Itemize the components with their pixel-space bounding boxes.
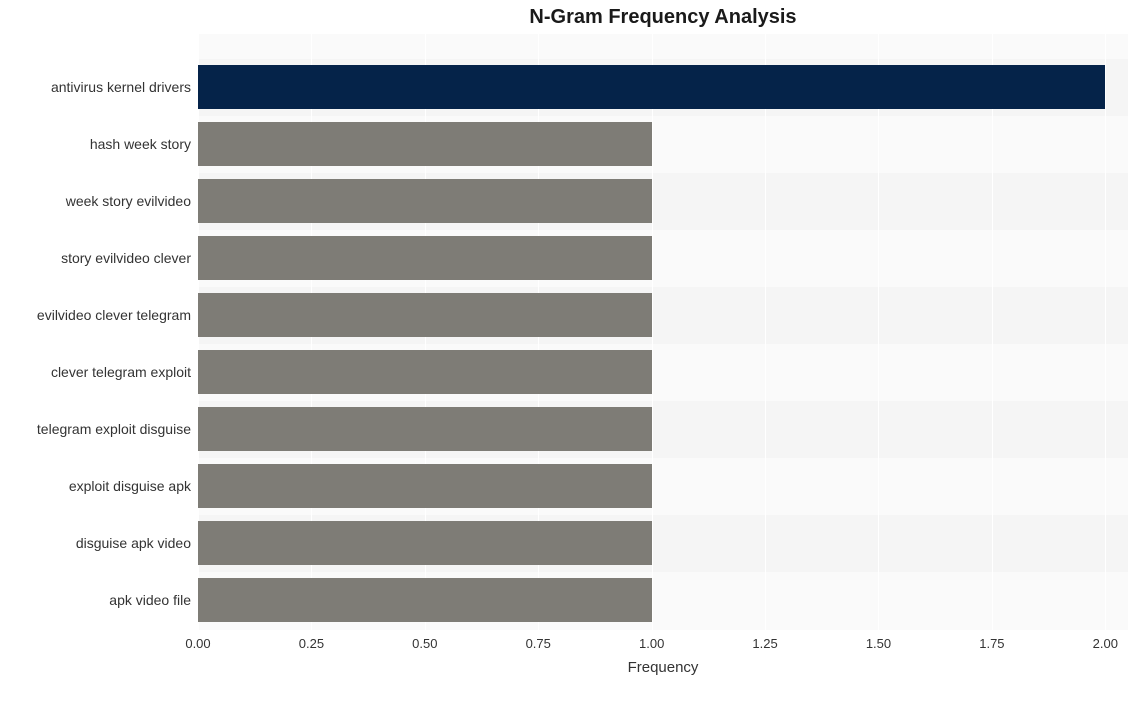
y-tick-label: disguise apk video	[1, 534, 191, 552]
chart-title: N-Gram Frequency Analysis	[198, 6, 1128, 29]
x-tick-label: 2.00	[1080, 636, 1130, 651]
y-tick-label: clever telegram exploit	[1, 363, 191, 381]
bar	[198, 407, 652, 451]
x-tick-label: 1.00	[627, 636, 677, 651]
y-tick-label: telegram exploit disguise	[1, 420, 191, 438]
gridline	[765, 34, 766, 630]
x-tick-label: 1.50	[853, 636, 903, 651]
bar	[198, 236, 652, 280]
x-axis-label: Frequency	[198, 659, 1128, 676]
ngram-chart: N-Gram Frequency Analysis antivirus kern…	[0, 0, 1138, 701]
plot-area	[198, 34, 1128, 630]
y-tick-label: apk video file	[1, 591, 191, 609]
bar	[198, 293, 652, 337]
y-tick-label: antivirus kernel drivers	[1, 78, 191, 96]
bar	[198, 65, 1105, 109]
bar	[198, 578, 652, 622]
y-tick-label: exploit disguise apk	[1, 477, 191, 495]
bar	[198, 350, 652, 394]
x-tick-label: 0.00	[173, 636, 223, 651]
x-tick-label: 0.50	[400, 636, 450, 651]
bar	[198, 179, 652, 223]
gridline	[878, 34, 879, 630]
x-tick-label: 0.25	[286, 636, 336, 651]
bar	[198, 464, 652, 508]
y-tick-label: story evilvideo clever	[1, 249, 191, 267]
bar	[198, 122, 652, 166]
gridline	[652, 34, 653, 630]
y-tick-label: hash week story	[1, 135, 191, 153]
y-tick-label: week story evilvideo	[1, 192, 191, 210]
x-tick-label: 1.75	[967, 636, 1017, 651]
gridline	[1105, 34, 1106, 630]
x-tick-label: 0.75	[513, 636, 563, 651]
x-tick-label: 1.25	[740, 636, 790, 651]
y-tick-label: evilvideo clever telegram	[1, 306, 191, 324]
bar	[198, 521, 652, 565]
gridline	[992, 34, 993, 630]
